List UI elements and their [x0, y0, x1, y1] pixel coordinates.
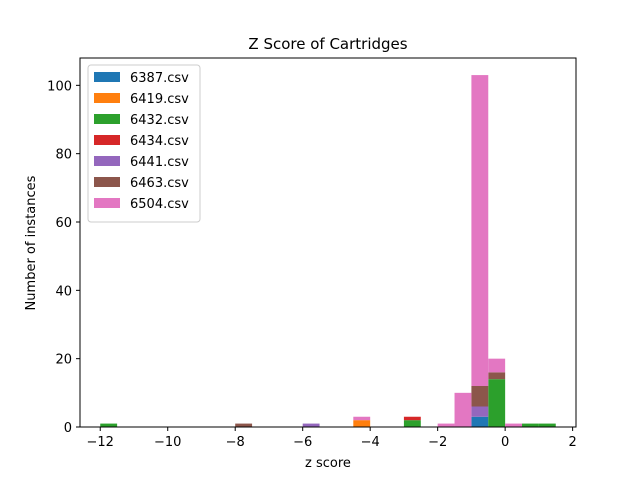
legend: 6387.csv 6419.csv 6432.csv 6434.csv 6441.csv… — [87, 64, 201, 223]
x-tick-label: 2 — [568, 435, 576, 450]
legend-swatch-1 — [94, 93, 120, 103]
bars-group — [100, 75, 556, 427]
bar-series-6-bin-3 — [471, 75, 489, 386]
bar-series-1-bin-0 — [353, 420, 371, 427]
legend-label-6: 6504.csv — [130, 197, 189, 212]
legend-swatch-6 — [94, 198, 120, 208]
legend-label-1: 6419.csv — [130, 92, 189, 107]
legend-label-2: 6432.csv — [130, 113, 189, 128]
x-tick-label: −6 — [293, 435, 312, 450]
bar-series-5-bin-0 — [235, 423, 253, 427]
bar-series-0-bin-0 — [471, 416, 489, 427]
bar-series-2-bin-1 — [403, 420, 421, 427]
bar-series-6-bin-1 — [437, 423, 455, 427]
bar-series-2-bin-2 — [488, 379, 506, 427]
x-tick-label: −8 — [226, 435, 245, 450]
y-tick-label: 40 — [55, 284, 72, 299]
bar-series-2-bin-3 — [522, 423, 539, 427]
legend-label-3: 6434.csv — [130, 134, 189, 149]
legend-swatch-4 — [94, 156, 120, 166]
bar-series-6-bin-5 — [505, 423, 523, 427]
y-tick-label: 0 — [64, 421, 72, 436]
y-tick-label: 100 — [47, 79, 72, 94]
y-axis-label: Number of instances — [24, 175, 39, 310]
y-tick-label: 20 — [55, 353, 72, 368]
bar-series-2-bin-0 — [100, 423, 118, 427]
bar-series-4-bin-1 — [471, 406, 489, 417]
legend-label-0: 6387.csv — [130, 71, 189, 86]
legend-swatch-3 — [94, 135, 120, 145]
bar-series-6-bin-2 — [454, 392, 472, 427]
chart-title: Z Score of Cartridges — [248, 35, 407, 53]
bar-series-5-bin-2 — [488, 372, 506, 380]
bar-series-5-bin-1 — [471, 386, 489, 407]
plot-frame — [79, 57, 577, 428]
x-tick-label: −4 — [361, 435, 380, 450]
legend-swatch-2 — [94, 114, 120, 124]
x-tick-label: −2 — [428, 435, 447, 450]
bar-series-2-bin-4 — [538, 423, 556, 427]
bar-series-6-bin-0 — [353, 416, 371, 421]
legend-swatch-0 — [94, 72, 120, 82]
x-tick-label: −10 — [154, 435, 181, 450]
bar-series-4-bin-0 — [302, 423, 320, 427]
bar-series-6-bin-4 — [488, 358, 506, 373]
x-tick-label: 0 — [501, 435, 509, 450]
x-tick-label: −12 — [87, 435, 114, 450]
y-tick-label: 80 — [55, 148, 72, 163]
legend-label-5: 6463.csv — [130, 176, 189, 191]
y-tick-label: 60 — [55, 216, 72, 231]
x-axis-label: z score — [305, 456, 351, 471]
legend-label-4: 6441.csv — [130, 155, 189, 170]
bar-series-3-bin-0 — [403, 416, 421, 421]
legend-swatch-5 — [94, 177, 120, 187]
